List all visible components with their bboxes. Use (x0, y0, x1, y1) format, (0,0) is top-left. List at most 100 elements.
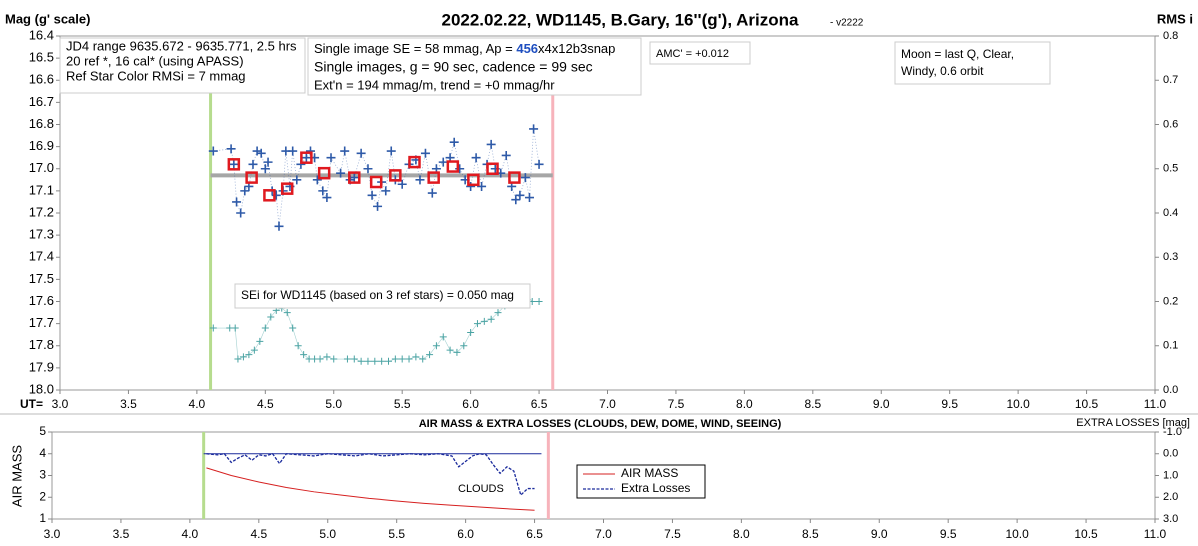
x-tick-label: 4.5 (257, 397, 274, 411)
annotation-box (649, 41, 751, 65)
x-tick-label: 7.5 (668, 397, 685, 411)
rms-point (350, 355, 358, 363)
x-tick-label: 3.0 (44, 527, 61, 541)
data-point (386, 146, 396, 156)
y-tick-label: 4 (39, 446, 46, 460)
annotation-part: 456 (516, 41, 538, 56)
x-tick-label: 10.5 (1075, 397, 1099, 411)
y-tick-label: 1 (39, 511, 46, 525)
x-tick-label: 4.0 (189, 397, 206, 411)
rms-point (473, 320, 481, 328)
y-tick-label: 17.8 (29, 337, 54, 352)
x-tick-label: 10.5 (1074, 527, 1098, 541)
rms-point (300, 351, 308, 359)
rms-point (385, 357, 392, 365)
x-axis-label: UT= (20, 397, 43, 411)
rms-point (398, 355, 406, 363)
y2-tick-label: 0.2 (1163, 295, 1178, 307)
binned-point (263, 189, 276, 202)
data-point (427, 188, 437, 198)
x-tick-label: 8.0 (736, 397, 753, 411)
binned-point (467, 173, 480, 187)
data-point (520, 173, 530, 183)
data-point (415, 175, 425, 185)
data-point (208, 146, 218, 156)
data-point (349, 173, 359, 183)
data-point (301, 153, 311, 163)
rms-point (267, 313, 275, 321)
y-tick-label: 16.9 (29, 138, 54, 153)
data-point (367, 190, 377, 200)
data-point (263, 157, 273, 167)
annotation-box (234, 283, 531, 309)
data-point (397, 179, 407, 189)
data-point (326, 153, 336, 163)
y-tick-label: 16.4 (29, 27, 54, 42)
legend-label: Extra Losses (621, 481, 690, 495)
data-point (477, 181, 487, 191)
binned-point (446, 160, 460, 173)
y-tick-label: 16.7 (29, 94, 54, 109)
rms-point (494, 309, 502, 317)
x-tick-label: 6.0 (462, 397, 479, 411)
rms-point (487, 315, 495, 323)
rms-point (439, 333, 447, 341)
x-tick-label: 5.0 (325, 397, 342, 411)
annotation-part: x4x12b3snap (538, 41, 615, 56)
y-tick-label: 3 (39, 468, 46, 482)
y2-tick-label: 0.0 (1163, 448, 1178, 460)
rms-point (364, 357, 372, 365)
annotation-text: SEi for WD1145 (based on 3 ref stars) = … (241, 288, 514, 302)
x-tick-label: 6.5 (526, 527, 543, 541)
data-point (226, 144, 236, 154)
y2-tick-label: 0.6 (1163, 118, 1178, 130)
y-tick-label: 17.5 (29, 271, 54, 286)
rms-point (405, 355, 413, 363)
binned-point (245, 171, 258, 184)
rms-point (234, 355, 242, 363)
y2-tick-label: 0.7 (1163, 74, 1178, 86)
y2-tick-label: -1.0 (1163, 426, 1182, 438)
data-point (240, 186, 250, 196)
data-point (336, 168, 346, 178)
rms-point (426, 351, 434, 359)
rms-point (467, 328, 475, 336)
y2-tick-label: 2.0 (1163, 491, 1178, 503)
series-line (206, 467, 535, 511)
series-line (206, 452, 535, 497)
y-tick-label: 17.9 (29, 359, 54, 374)
y2-tick-label: 0.8 (1163, 30, 1178, 42)
rms-point (231, 324, 239, 332)
data-point (312, 175, 322, 185)
binned-point (369, 175, 383, 189)
rms-point (460, 342, 468, 350)
data-point (449, 137, 459, 147)
rms-point (323, 353, 331, 361)
rms-point (250, 346, 258, 354)
annotation-text: AMC' = +0.012 (656, 48, 729, 60)
y-tick-label: 16.8 (29, 116, 54, 131)
x-tick-label: 8.5 (802, 527, 819, 541)
binned-point (280, 182, 294, 195)
y2-tick-label: 0.0 (1163, 384, 1178, 396)
rms-point (256, 337, 264, 345)
data-point (471, 153, 481, 163)
y2-tick-label: 0.3 (1163, 251, 1178, 263)
legend-label: AIR MASS (621, 466, 678, 480)
annotation-text: Single image SE = 58 mmag, Ap = 456x4x12… (314, 41, 615, 56)
annotation-text: CLOUDS (458, 483, 504, 495)
rms-point (391, 355, 399, 363)
x-tick-label: 10.0 (1006, 397, 1030, 411)
data-point (229, 159, 239, 169)
y2-axis-label: EXTRA LOSSES [mag] (1076, 417, 1190, 429)
data-point (511, 195, 521, 205)
annotation-box (894, 41, 1051, 85)
y-tick-label: 18.0 (29, 381, 54, 396)
x-tick-label: 5.5 (388, 527, 405, 541)
data-point (248, 159, 258, 169)
y2-tick-label: 0.5 (1163, 163, 1178, 175)
x-tick-label: 9.5 (941, 397, 958, 411)
rms-point (357, 357, 365, 365)
y-tick-label: 17.0 (29, 160, 54, 175)
annotation-text: Ref Star Color RMSi = 7 mmag (66, 68, 246, 83)
